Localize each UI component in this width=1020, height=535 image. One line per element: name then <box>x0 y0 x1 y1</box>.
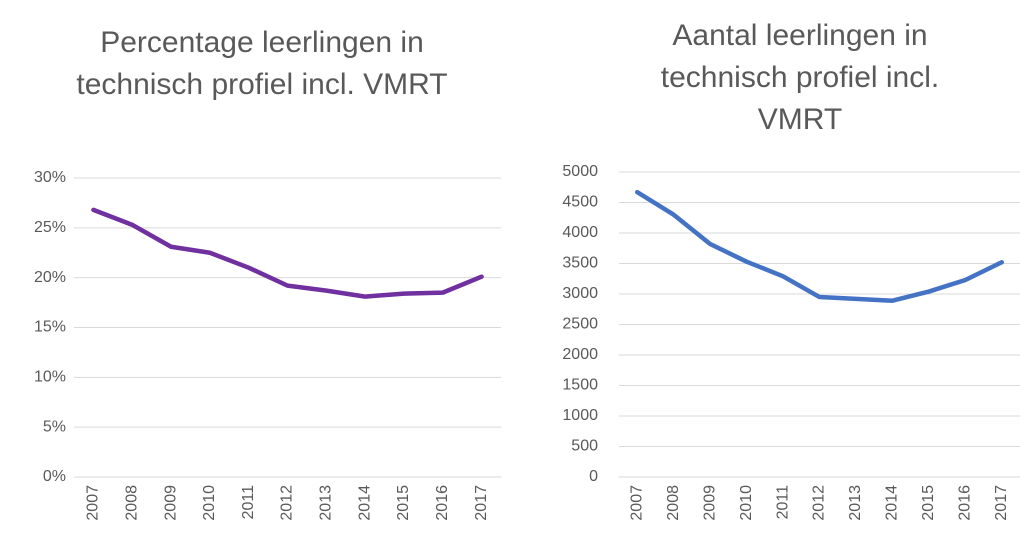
x-tick-label: 2015 <box>395 485 412 521</box>
x-tick-label: 2014 <box>356 485 373 521</box>
y-tick-label: 15% <box>34 319 66 336</box>
x-tick-label: 2012 <box>279 485 296 521</box>
y-tick-label: 20% <box>34 269 66 286</box>
x-tick-label: 2010 <box>201 485 218 521</box>
x-tick-label: 2016 <box>434 485 451 521</box>
x-tick-label: 2016 <box>957 485 974 521</box>
y-tick-label: 5% <box>43 418 66 435</box>
y-tick-label: 500 <box>571 438 598 455</box>
y-tick-label: 25% <box>34 219 66 236</box>
x-tick-label: 2014 <box>884 485 901 521</box>
y-tick-label: 3000 <box>562 285 598 302</box>
x-tick-label: 2009 <box>701 485 718 521</box>
x-tick-label: 2013 <box>847 485 864 521</box>
x-tick-label: 2015 <box>920 485 937 521</box>
y-tick-label: 4500 <box>562 194 598 211</box>
y-tick-label: 2500 <box>562 316 598 333</box>
data-line <box>91 207 484 299</box>
chart-title: Percentage leerlingen in technisch profi… <box>76 26 448 101</box>
x-tick-label: 2007 <box>85 485 102 521</box>
y-tick-label: 4000 <box>562 224 598 241</box>
x-tick-label: 2017 <box>473 485 490 521</box>
x-tick-label: 2009 <box>162 485 179 521</box>
x-tick-label: 2017 <box>993 485 1010 521</box>
x-tick-label: 2007 <box>628 485 645 521</box>
y-tick-label: 1500 <box>562 377 598 394</box>
x-tick-label: 2012 <box>811 485 828 521</box>
y-tick-label: 0% <box>43 468 66 485</box>
x-tick-label: 2013 <box>318 485 335 521</box>
chart-title: Aantal leerlingen in technisch profiel i… <box>660 19 940 136</box>
y-tick-label: 0 <box>589 468 598 485</box>
y-tick-label: 3500 <box>562 255 598 272</box>
x-tick-label: 2008 <box>123 485 140 521</box>
data-line <box>634 189 1005 303</box>
x-tick-label: 2008 <box>665 485 682 521</box>
x-tick-label: 2010 <box>738 485 755 521</box>
y-tick-label: 10% <box>34 369 66 386</box>
y-tick-label: 1000 <box>562 407 598 424</box>
y-tick-label: 2000 <box>562 346 598 363</box>
y-tick-label: 5000 <box>562 163 598 180</box>
x-tick-label: 2011 <box>774 485 791 520</box>
x-tick-label: 2011 <box>240 485 257 520</box>
y-tick-label: 30% <box>34 169 66 186</box>
